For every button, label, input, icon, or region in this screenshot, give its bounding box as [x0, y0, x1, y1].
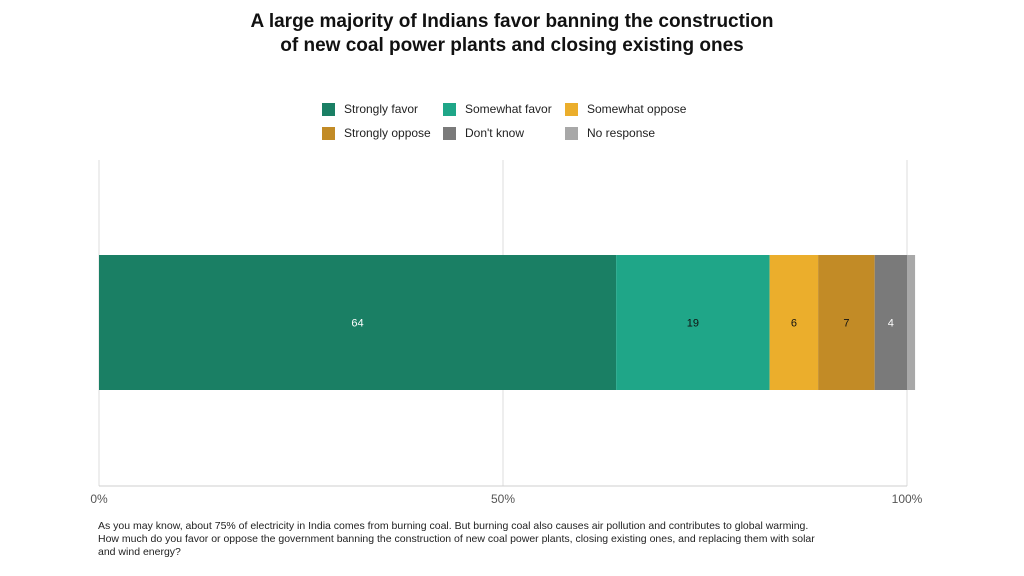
legend-label: Strongly oppose — [344, 126, 431, 140]
bar-segment-strongly-favor — [99, 255, 617, 390]
bar-segment-don-t-know — [874, 255, 907, 390]
legend-label: Strongly favor — [344, 102, 419, 116]
legend-swatch — [443, 102, 456, 116]
bar-segment-strongly-oppose — [818, 255, 875, 390]
legend-swatch — [322, 102, 335, 116]
legend-label: No response — [587, 126, 656, 140]
question-note: As you may know, about 75% of electricit… — [98, 520, 815, 558]
data-label: 7 — [843, 318, 849, 330]
chart-title-line-2: of new coal power plants and closing exi… — [280, 35, 744, 56]
data-label: 6 — [791, 318, 797, 330]
legend-item-somewhat-favor: Somewhat favor — [443, 102, 552, 116]
chart-title-line-1: A large majority of Indians favor bannin… — [250, 11, 774, 32]
legend-swatch — [443, 126, 456, 140]
legend-item-strongly-favor: Strongly favor — [322, 102, 418, 116]
bar-segment-somewhat-favor — [616, 255, 770, 390]
legend-item-dont-know: Don't know — [443, 126, 524, 140]
legend-swatch — [565, 126, 578, 140]
data-label: 19 — [687, 318, 699, 330]
bar-segment-somewhat-oppose — [769, 255, 819, 390]
legend-item-no-response: No response — [565, 126, 655, 140]
data-label: 4 — [888, 318, 894, 330]
legend-item-somewhat-oppose: Somewhat oppose — [565, 102, 686, 116]
legend-label: Somewhat oppose — [587, 102, 687, 116]
bar-segment-no-response — [907, 255, 916, 390]
x-tick-label: 0% — [90, 492, 108, 506]
legend-swatch — [565, 102, 578, 116]
legend-label: Don't know — [465, 126, 524, 140]
x-tick-label: 50% — [491, 492, 515, 506]
data-label: 64 — [351, 318, 363, 330]
legend-label: Somewhat favor — [465, 102, 552, 116]
chart-title: A large majority of Indians favor bannin… — [0, 10, 1024, 58]
chart-legend: Strongly favor Somewhat favor Somewhat o… — [322, 100, 722, 148]
legend-swatch — [322, 126, 335, 140]
legend-item-strongly-oppose: Strongly oppose — [322, 126, 431, 140]
x-tick-label: 100% — [892, 492, 923, 506]
